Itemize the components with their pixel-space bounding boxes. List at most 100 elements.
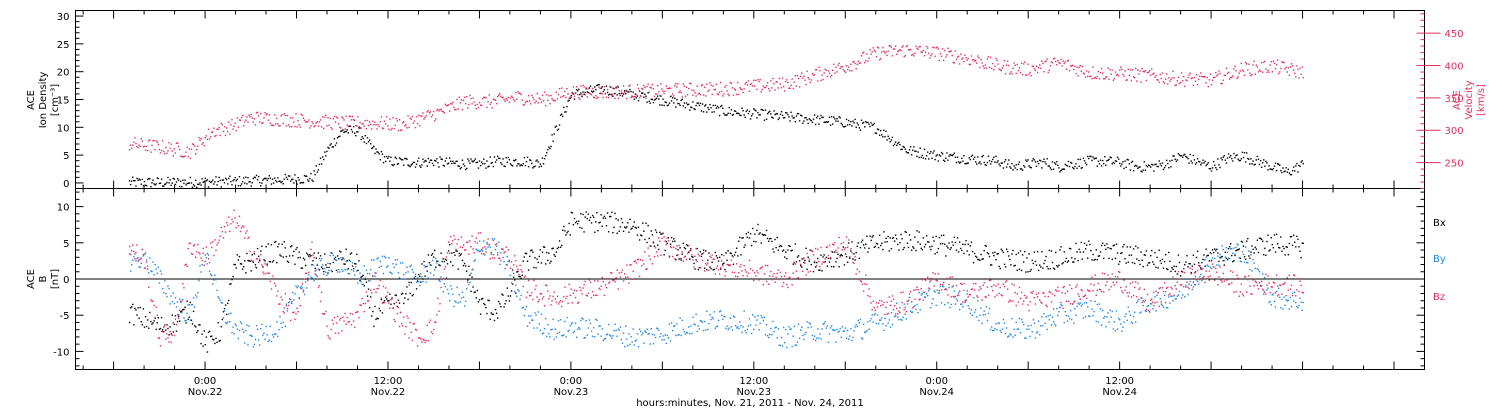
data-point	[1141, 259, 1143, 262]
data-point	[204, 343, 207, 346]
data-point	[400, 159, 403, 161]
data-point	[400, 129, 403, 131]
data-point	[646, 85, 648, 88]
data-point	[546, 151, 548, 154]
data-point	[1211, 79, 1214, 81]
data-point	[260, 112, 262, 115]
data-point	[547, 99, 549, 101]
data-point	[390, 299, 392, 301]
data-point	[201, 263, 203, 266]
data-point	[750, 115, 753, 117]
x-tick-label-time: 12:00	[374, 376, 403, 387]
data-point	[1223, 264, 1225, 266]
data-point	[1210, 253, 1213, 255]
data-point	[1171, 295, 1173, 297]
data-point	[543, 157, 546, 160]
data-point	[187, 155, 189, 158]
data-point	[374, 275, 376, 278]
data-point	[609, 215, 611, 218]
data-point	[697, 102, 699, 104]
data-point	[128, 180, 131, 182]
data-point	[1030, 324, 1032, 327]
data-point	[799, 114, 802, 117]
data-point	[202, 345, 204, 347]
data-point	[1251, 73, 1253, 76]
data-point	[936, 46, 938, 48]
data-point	[376, 258, 378, 260]
data-point	[148, 327, 150, 329]
data-point	[377, 287, 379, 290]
data-point	[385, 295, 388, 297]
data-point	[999, 267, 1001, 270]
data-point	[719, 81, 722, 84]
data-point	[723, 315, 725, 318]
data-point	[1112, 328, 1115, 330]
data-point	[648, 91, 650, 93]
data-point	[158, 182, 161, 185]
data-point	[224, 231, 227, 233]
data-point	[390, 129, 392, 131]
data-point	[1292, 300, 1295, 302]
data-point	[598, 222, 600, 224]
data-point	[1294, 291, 1296, 294]
data-point	[277, 245, 279, 248]
data-point	[1138, 166, 1140, 169]
data-point	[686, 332, 689, 334]
data-point	[1190, 284, 1192, 286]
data-point	[172, 331, 174, 333]
data-point	[777, 118, 779, 121]
data-point	[765, 229, 768, 232]
data-point	[627, 91, 629, 93]
data-point	[969, 245, 972, 247]
data-point	[728, 106, 730, 109]
data-point	[898, 49, 900, 52]
data-point	[150, 299, 152, 301]
data-point	[259, 260, 261, 262]
data-point	[364, 278, 367, 281]
data-point	[1225, 162, 1228, 164]
data-point	[364, 134, 367, 137]
data-point	[715, 107, 718, 109]
data-point	[697, 93, 699, 95]
data-point	[1034, 69, 1037, 72]
data-point	[263, 259, 265, 261]
data-point	[950, 154, 952, 156]
data-point	[293, 250, 295, 253]
data-point	[305, 121, 308, 123]
data-point	[1284, 254, 1286, 256]
data-point	[424, 266, 426, 268]
data-point	[893, 48, 896, 50]
data-point	[1188, 262, 1190, 265]
data-point	[239, 321, 242, 323]
data-point	[809, 323, 811, 325]
data-point	[745, 233, 747, 235]
data-point	[527, 269, 530, 271]
data-point	[514, 290, 516, 293]
data-point	[1068, 69, 1071, 72]
data-point	[971, 314, 974, 317]
data-point	[419, 165, 421, 167]
data-point	[265, 325, 267, 328]
data-point	[660, 95, 662, 97]
data-point	[297, 310, 299, 313]
data-point	[772, 320, 774, 323]
data-point	[1010, 264, 1012, 266]
data-point	[130, 264, 133, 266]
data-point	[744, 330, 746, 332]
data-point	[295, 179, 297, 182]
data-point	[323, 273, 325, 275]
data-point	[544, 317, 547, 320]
data-point	[842, 330, 845, 333]
data-point	[1008, 159, 1010, 161]
data-point	[1014, 167, 1016, 169]
data-point	[541, 251, 544, 253]
data-point	[900, 148, 902, 151]
data-point	[316, 264, 319, 266]
data-point	[866, 121, 868, 124]
data-point	[1035, 332, 1038, 334]
data-point	[590, 222, 593, 224]
data-point	[1072, 64, 1074, 67]
data-point	[1124, 315, 1126, 318]
data-point	[1090, 249, 1092, 252]
data-point	[1196, 250, 1199, 253]
